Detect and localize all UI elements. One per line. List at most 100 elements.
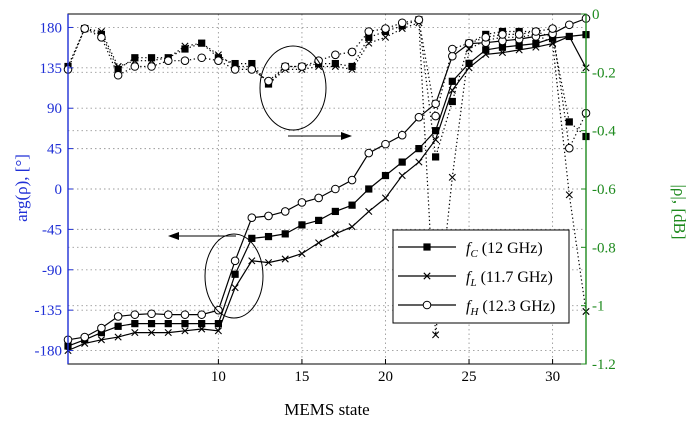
magnitude-point bbox=[514, 30, 524, 39]
magnitude-point bbox=[181, 45, 189, 53]
magnitude-point bbox=[114, 62, 122, 71]
y-left-tick-label: 45 bbox=[47, 142, 62, 158]
phase-point bbox=[415, 145, 423, 153]
phase-point bbox=[198, 325, 206, 333]
phase-point bbox=[331, 230, 339, 238]
phase-point bbox=[398, 171, 406, 180]
phase-point bbox=[264, 232, 273, 241]
magnitude-point bbox=[481, 33, 491, 42]
phase-point bbox=[264, 211, 273, 221]
phase-point bbox=[163, 310, 173, 319]
x-stroke bbox=[231, 284, 239, 292]
phase-group-ellipse bbox=[204, 233, 264, 319]
phase-point bbox=[281, 255, 289, 263]
left-axis-label: arg(ρ), [°] bbox=[12, 154, 31, 222]
phase-point bbox=[181, 327, 189, 335]
x-stroke bbox=[114, 333, 122, 341]
magnitude-point bbox=[131, 54, 139, 62]
x-stroke bbox=[331, 230, 339, 238]
legend-item: fL (11.7 GHz) bbox=[398, 269, 553, 289]
magnitude-point bbox=[280, 62, 290, 71]
magnitude-point bbox=[97, 33, 106, 42]
phase-point bbox=[448, 77, 456, 85]
phase-point bbox=[164, 320, 172, 328]
phase-point bbox=[231, 270, 239, 278]
x-stroke bbox=[181, 42, 189, 50]
phase-point bbox=[432, 136, 440, 144]
x-stroke bbox=[448, 86, 456, 94]
phase-point bbox=[515, 46, 523, 54]
legend-marker bbox=[422, 300, 432, 310]
x-stroke bbox=[365, 207, 373, 216]
axes-layer bbox=[67, 13, 587, 365]
legend-label: fC (12 GHz) bbox=[466, 240, 543, 260]
magnitude-point bbox=[130, 62, 140, 71]
magnitude-point bbox=[230, 65, 240, 74]
x-stroke bbox=[131, 329, 139, 337]
magnitude-point bbox=[564, 143, 574, 153]
phase-point bbox=[197, 310, 206, 319]
x-stroke bbox=[565, 191, 573, 199]
magnitude-point bbox=[248, 59, 256, 68]
phase-point bbox=[264, 259, 273, 267]
phase-point bbox=[498, 49, 507, 57]
x-stroke bbox=[214, 327, 222, 335]
phase-point bbox=[465, 59, 473, 67]
phase-point bbox=[247, 213, 257, 223]
legend-label: fH (12.3 GHz) bbox=[466, 298, 555, 318]
magnitude-point bbox=[247, 65, 257, 74]
y-left-tick-label: -135 bbox=[35, 303, 63, 319]
magnitude-point bbox=[431, 111, 440, 121]
phase-point bbox=[97, 336, 106, 344]
magnitude-point bbox=[163, 56, 173, 65]
phase-point bbox=[214, 305, 223, 315]
magnitude-point bbox=[381, 33, 390, 41]
x-stroke bbox=[198, 39, 206, 47]
x-stroke bbox=[198, 325, 206, 333]
magnitude-point bbox=[198, 39, 206, 47]
phase-point bbox=[432, 127, 440, 135]
magnitude-point bbox=[331, 62, 339, 71]
x-stroke bbox=[548, 39, 557, 47]
x-stroke bbox=[432, 136, 440, 144]
x-stroke bbox=[348, 65, 356, 74]
phase-point bbox=[97, 328, 106, 337]
legend-item: fC (12 GHz) bbox=[398, 240, 543, 260]
phase-point bbox=[131, 329, 139, 337]
x-stroke bbox=[147, 329, 156, 337]
series-x bbox=[64, 19, 590, 355]
phase-point bbox=[482, 50, 490, 58]
arrow-right-head bbox=[341, 132, 352, 140]
x-stroke bbox=[181, 327, 189, 335]
x-stroke bbox=[97, 336, 106, 344]
phase-point bbox=[398, 158, 406, 166]
x-stroke bbox=[264, 259, 273, 267]
magnitude-point bbox=[114, 65, 122, 74]
x-stroke bbox=[398, 171, 406, 180]
magnitude-point bbox=[181, 42, 189, 50]
phase-point bbox=[381, 139, 390, 149]
phase-point bbox=[365, 207, 373, 216]
magnitude-point bbox=[348, 62, 356, 71]
magnitude-point bbox=[565, 118, 573, 126]
magnitude-point bbox=[365, 33, 373, 41]
magnitude-point bbox=[80, 24, 90, 33]
phase-point bbox=[214, 327, 222, 335]
phase-point bbox=[431, 99, 440, 109]
phase-point bbox=[248, 257, 256, 265]
x-stroke bbox=[498, 49, 507, 57]
phase-point bbox=[297, 198, 307, 207]
magnitude-point bbox=[448, 97, 456, 106]
x-stroke bbox=[448, 173, 456, 181]
phase-point bbox=[298, 221, 306, 229]
phase-point bbox=[448, 86, 456, 94]
magnitude-point bbox=[331, 50, 340, 60]
phase-point bbox=[198, 320, 206, 328]
magnitude-point bbox=[448, 44, 457, 54]
phase-point bbox=[397, 130, 407, 140]
y-right-tick-label: -0.4 bbox=[592, 124, 616, 140]
x-stroke bbox=[365, 39, 373, 47]
series-layer bbox=[63, 14, 591, 355]
phase-point bbox=[248, 234, 256, 242]
x-tick-label: 30 bbox=[545, 369, 560, 385]
